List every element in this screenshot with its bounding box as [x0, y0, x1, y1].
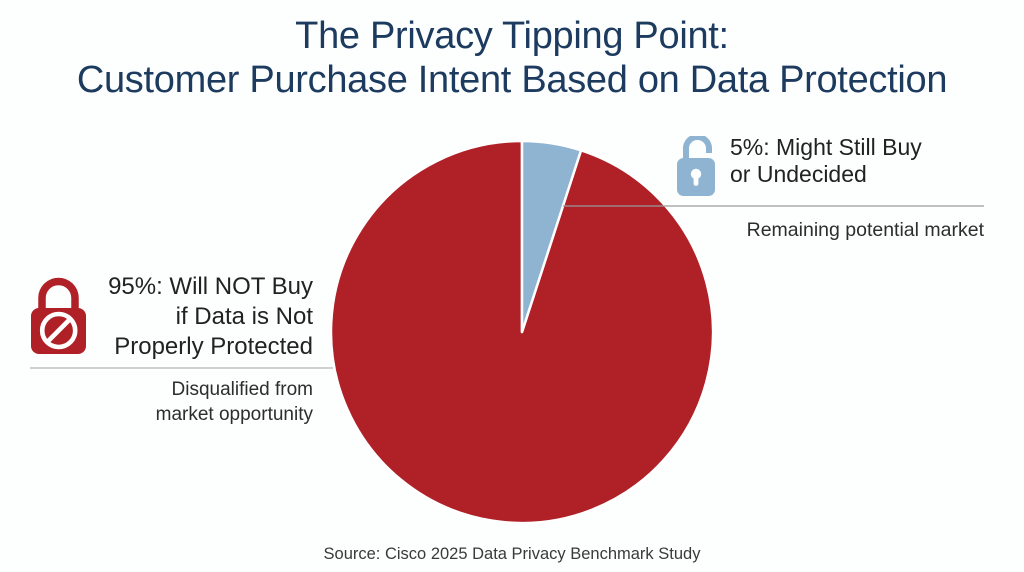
page-title: The Privacy Tipping Point: Customer Purc…: [0, 14, 1024, 102]
page-title-line1: The Privacy Tipping Point:: [295, 15, 729, 57]
locked-padlock-prohibited-icon: [31, 277, 86, 354]
left-callout-subtext-line2: market opportunity: [155, 404, 313, 425]
source-citation: Source: Cisco 2025 Data Privacy Benchmar…: [323, 545, 701, 563]
left-callout-subtext-line1: Disqualified from: [171, 379, 314, 400]
right-callout-headline-line1: 5%: Might Still Buy: [730, 134, 922, 160]
page-title-line2: Customer Purchase Intent Based on Data P…: [76, 59, 948, 101]
right-callout-subtext: Remaining potential market: [746, 219, 984, 241]
left-callout-headline: 95%: Will NOT Buy if Data is Not Properl…: [60, 272, 313, 362]
unlocked-padlock-icon: [677, 136, 715, 196]
left-callout-subtext: Disqualified from market opportunity: [60, 377, 313, 427]
right-callout-headline-line2: or Undecided: [730, 161, 867, 187]
pie-slice-might-still-buy: [520, 139, 583, 334]
left-callout-headline-line2: if Data is Not: [175, 303, 313, 330]
left-callout-headline-line3: Properly Protected: [114, 333, 313, 360]
left-callout-headline-line1: 95%: Will NOT Buy: [108, 273, 313, 300]
right-callout-headline: 5%: Might Still Buy or Undecided: [730, 134, 1010, 188]
